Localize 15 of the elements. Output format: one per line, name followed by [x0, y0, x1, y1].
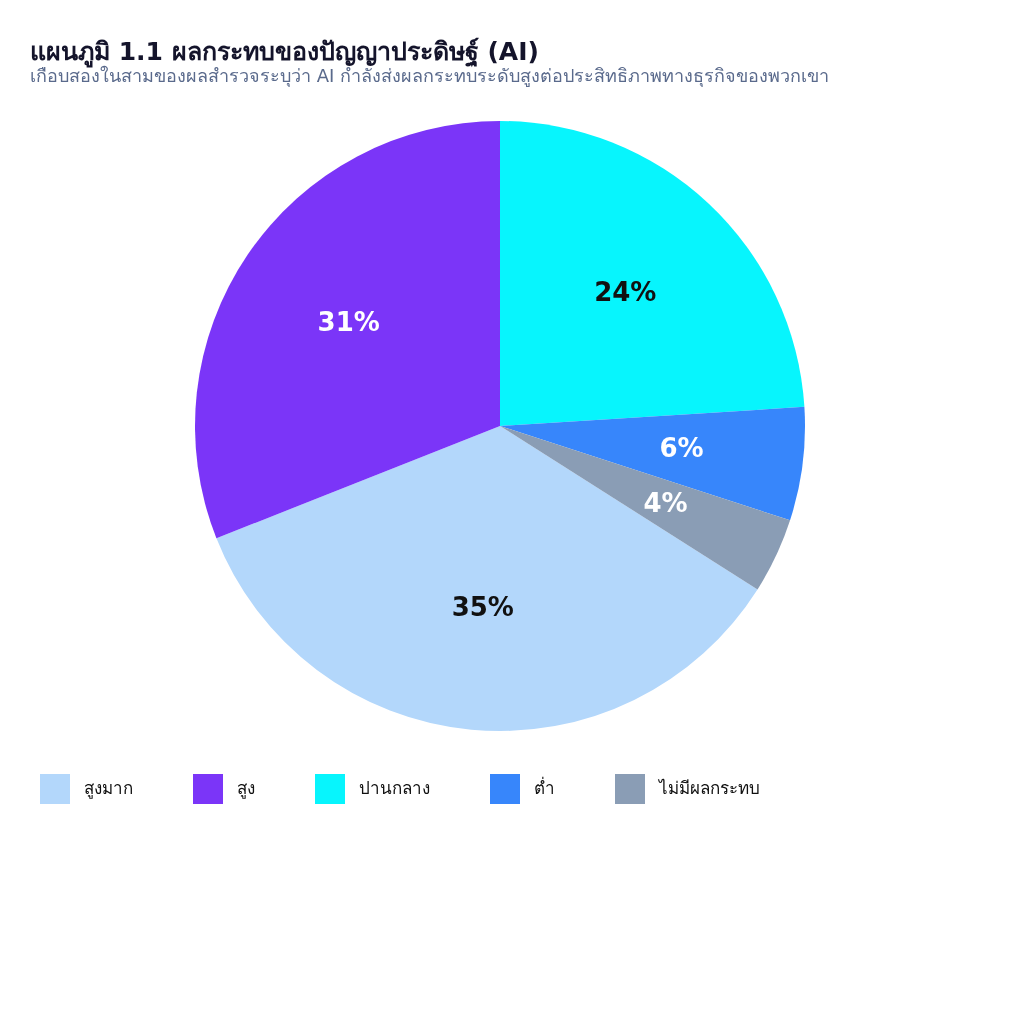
data-label: 31% — [317, 307, 380, 338]
legend-label: สูงมาก — [84, 778, 133, 799]
pie-slice — [195, 121, 500, 539]
legend-label: สูง — [237, 778, 255, 799]
legend-label: ปานกลาง — [359, 778, 430, 798]
pie-slice — [500, 426, 791, 590]
pie-slice — [500, 406, 805, 521]
data-label: 4% — [643, 487, 688, 518]
legend-label: ต่ำ — [534, 776, 555, 798]
data-label: 35% — [451, 592, 514, 623]
pie-slice — [216, 426, 758, 731]
legend-label: ไม่มีผลกระทบ — [657, 778, 760, 798]
data-label: 24% — [594, 276, 657, 307]
data-label: 6% — [659, 432, 704, 463]
pie-slice — [500, 121, 805, 426]
